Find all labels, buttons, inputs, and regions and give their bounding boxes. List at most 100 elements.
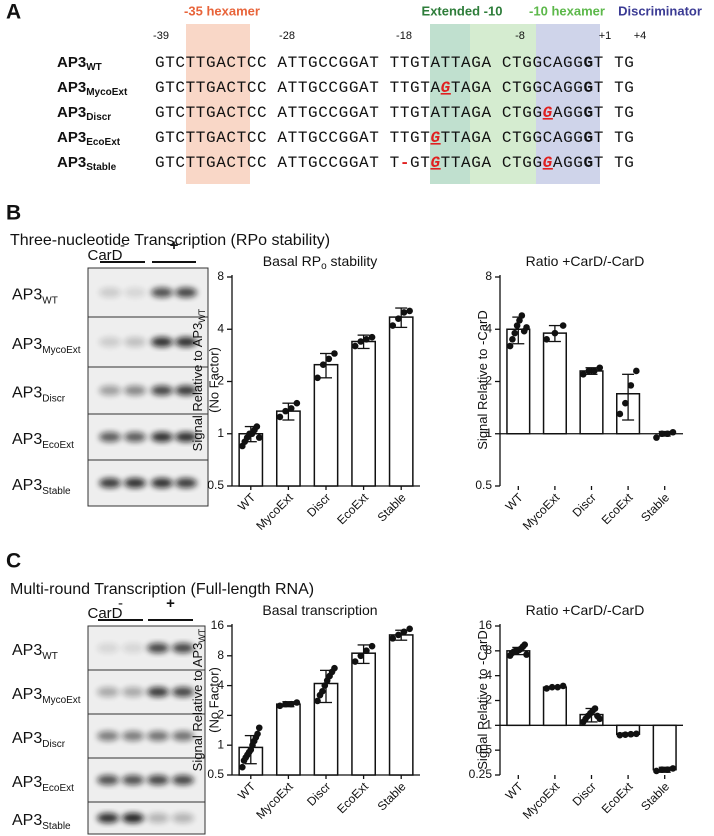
- y-tick-label: 1: [217, 426, 224, 440]
- panel-label: C: [6, 550, 21, 573]
- gel-band: [97, 731, 119, 741]
- x-tick-label: WT: [235, 490, 259, 514]
- sequence-segment: T TG: [594, 79, 635, 97]
- construct-name-main: AP3: [57, 54, 86, 71]
- x-tick-label: WT: [235, 779, 259, 803]
- lane-label-main: AP3: [12, 336, 42, 353]
- data-point: [633, 367, 640, 375]
- lane-label-sub: WT: [42, 651, 58, 662]
- gel-band: [172, 643, 194, 653]
- data-point: [276, 702, 284, 710]
- sequence-segment: T TG: [594, 129, 635, 147]
- gel-band: [175, 432, 197, 442]
- data-point: [633, 730, 640, 738]
- data-point: [585, 367, 593, 375]
- lane-label-main: AP3: [12, 385, 42, 402]
- data-point: [395, 631, 402, 639]
- bar: [351, 652, 377, 776]
- data-point: [513, 322, 521, 329]
- gel-band: [97, 775, 119, 785]
- data-point: [559, 322, 567, 329]
- y-axis-label-line2: (No Factor): [206, 347, 221, 413]
- gel-band: [147, 687, 169, 697]
- lane-label-sub: Stable: [42, 821, 71, 832]
- lane-label: AP3MycoExt: [12, 336, 81, 355]
- y-tick-label: 16: [211, 618, 225, 632]
- sequence: GTCTTGACTCC ATTGCCGGAT TTGTATTAGA CTGGCA…: [155, 54, 634, 72]
- gel-band: [122, 731, 144, 741]
- sequence-segment: GTCTTGACTCC ATTGCCGGAT T: [155, 154, 400, 172]
- data-point: [282, 700, 289, 708]
- position-label: -8: [515, 30, 525, 42]
- lane-label: AP3Stable: [12, 812, 71, 831]
- chart-title: Ratio +CarD/-CarD: [526, 602, 645, 618]
- x-tick-label: EcoExt: [334, 490, 371, 527]
- x-tick-label: EcoExt: [599, 779, 636, 816]
- region-label: Extended -10: [422, 3, 503, 18]
- y-tick-label: 16: [479, 618, 493, 632]
- sequence-segment: G: [583, 79, 593, 97]
- y-tick-label: 0.25: [469, 767, 493, 781]
- data-point: [518, 312, 526, 319]
- panel-title: Three-nucleotide Transcription (RPo stab…: [10, 232, 330, 249]
- gel-band: [124, 478, 146, 488]
- x-tick-label: EcoExt: [334, 779, 371, 816]
- data-point: [548, 683, 556, 691]
- data-point: [325, 355, 333, 363]
- gel-band: [172, 813, 194, 823]
- construct-name-sub: WT: [86, 62, 102, 73]
- data-point: [255, 724, 263, 732]
- plus-label: +: [170, 237, 179, 254]
- sequence-segment: G: [583, 129, 593, 147]
- data-point: [658, 430, 666, 438]
- gel-band: [97, 687, 119, 697]
- data-point: [406, 625, 413, 633]
- x-tick-label: WT: [503, 779, 527, 803]
- mutation: G: [430, 129, 440, 147]
- gel-band: [124, 287, 146, 298]
- chart-title-main: Ratio +CarD/-CarD: [526, 253, 645, 269]
- y-tick-label: 2: [485, 374, 492, 388]
- gel-band: [175, 385, 197, 396]
- data-point: [321, 682, 329, 689]
- gel-band: [151, 385, 173, 396]
- lane-label: AP3Discr: [12, 385, 66, 404]
- chart-title-main: Basal transcription: [262, 602, 377, 618]
- deletion: -: [400, 154, 410, 172]
- data-point: [406, 307, 413, 315]
- gel-band: [175, 478, 197, 488]
- data-point: [331, 350, 338, 357]
- lane-label-sub: EcoExt: [42, 783, 74, 794]
- y-axis-label-sub: WT: [197, 628, 207, 642]
- sequence-segment: GTCTTGACTCC ATTGCCGGAT TTGTATTAGA CTGGCA…: [155, 54, 583, 72]
- data-point: [653, 767, 660, 775]
- data-point: [293, 699, 301, 706]
- lane-label-main: AP3: [12, 686, 42, 703]
- y-tick-label: 2: [485, 693, 492, 707]
- x-tick-label: WT: [503, 490, 527, 514]
- gel-band: [122, 813, 144, 823]
- minus-label: -: [120, 237, 125, 254]
- y-tick-label: 1: [485, 426, 492, 440]
- lane-label-sub: WT: [42, 295, 58, 306]
- position-label: +1: [599, 30, 612, 42]
- mutation: G: [543, 104, 553, 122]
- region-label: -35 hexamer: [184, 3, 260, 18]
- data-point: [521, 641, 529, 648]
- x-tick-label: Discr: [304, 779, 333, 808]
- lane-label-sub: MycoExt: [42, 695, 81, 706]
- chart-title-end: stability: [327, 253, 378, 269]
- data-point: [351, 342, 359, 350]
- bar: [579, 370, 604, 435]
- data-point: [319, 688, 326, 695]
- data-point: [669, 765, 677, 772]
- construct-name-sub: Stable: [86, 162, 116, 173]
- construct-name-main: AP3: [57, 154, 86, 171]
- y-axis-label: Signal Relative to -CarD: [475, 310, 490, 449]
- gel-band: [172, 687, 194, 697]
- construct-name-sub: Discr: [86, 112, 111, 123]
- y-axis-label-main: Signal Relative to AP3: [190, 643, 205, 772]
- data-point: [590, 367, 598, 375]
- construct-name: AP3Discr: [57, 104, 111, 123]
- construct-name: AP3MycoExt: [57, 79, 128, 98]
